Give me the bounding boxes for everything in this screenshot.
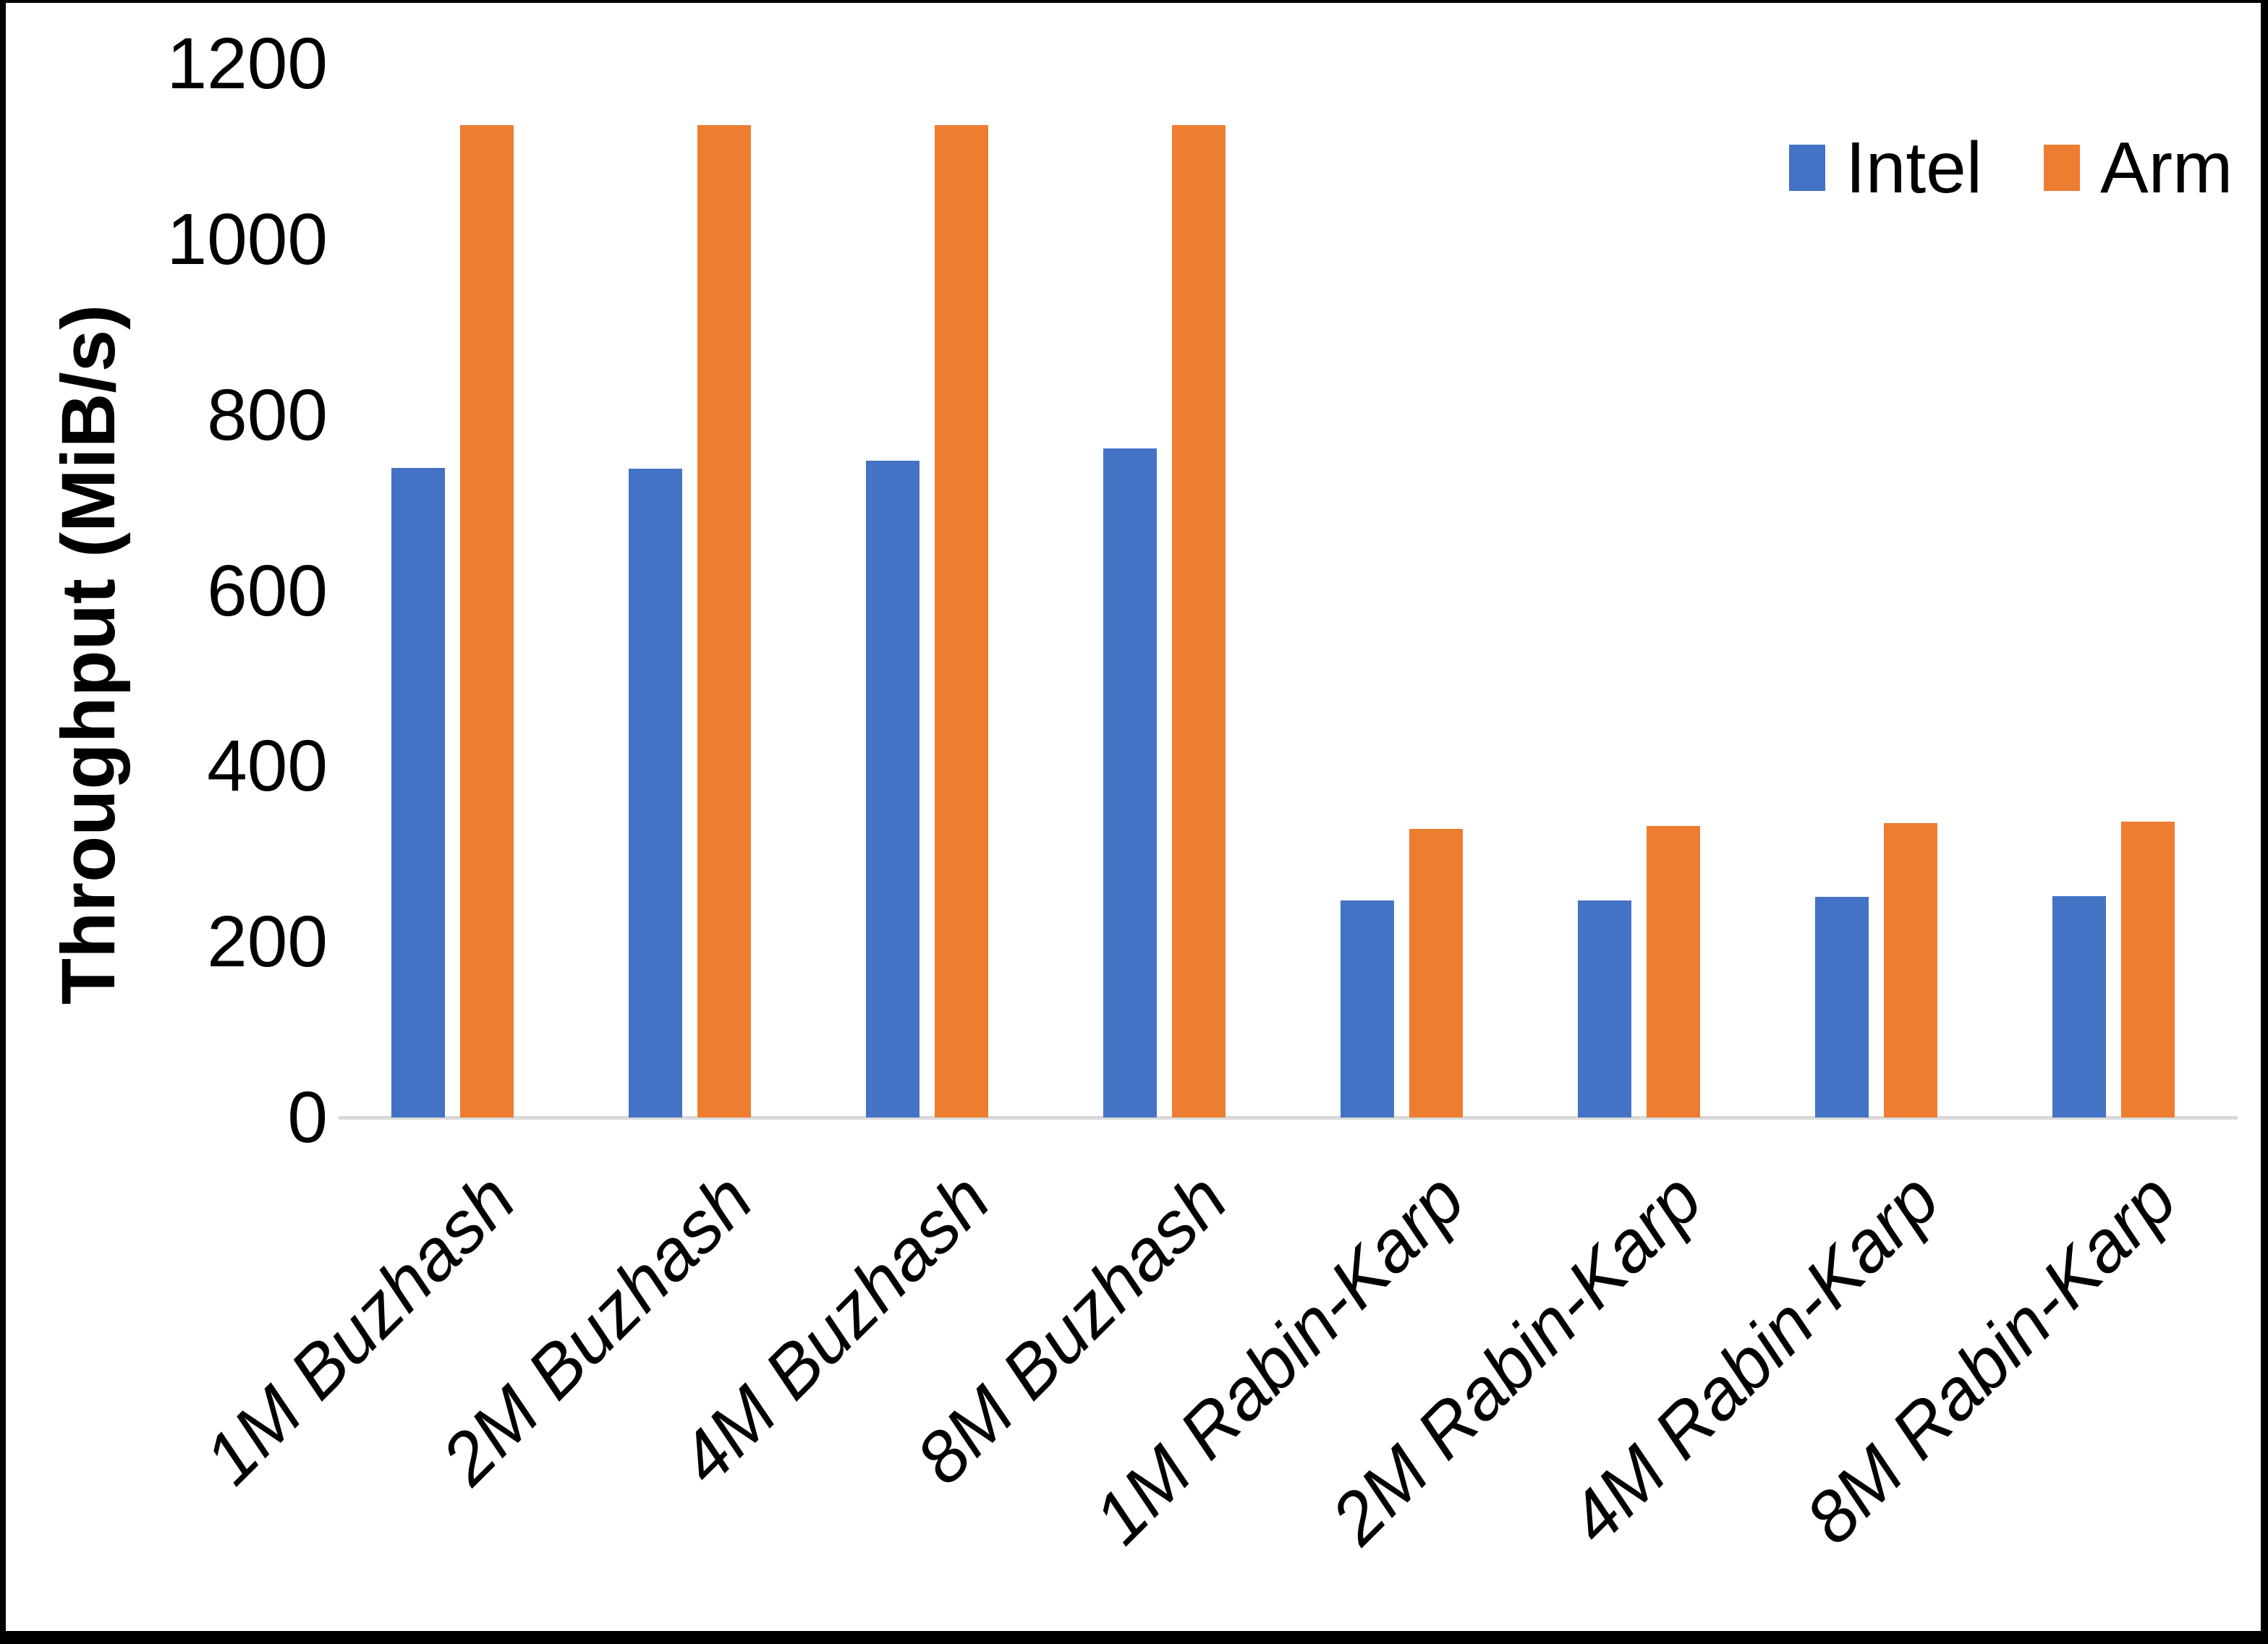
- y-tick-label-1000: 1000: [166, 198, 328, 280]
- bar-intel-1m-buzhash: [391, 467, 445, 1117]
- bar-arm-1m-buzhash: [460, 124, 514, 1117]
- x-category-label-4m-buzhash: 4M Buzhash: [663, 1158, 1006, 1500]
- legend-item-intel: Intel: [1789, 132, 1982, 204]
- y-tick-label-800: 800: [207, 374, 328, 456]
- bar-arm-4m-buzhash: [935, 124, 988, 1117]
- legend-label-intel: Intel: [1846, 127, 1983, 208]
- bar-intel-8m-rabin-karp: [2052, 896, 2106, 1117]
- x-category-label-1m-buzhash: 1M Buzhash: [189, 1158, 531, 1500]
- legend-swatch-arm: [2044, 145, 2081, 191]
- bar-intel-4m-rabin-karp: [1815, 897, 1869, 1117]
- x-category-label-4m-rabin-karp: 4M Rabin-Karp: [1553, 1158, 1955, 1560]
- bar-arm-4m-rabin-karp: [1884, 823, 1937, 1117]
- bar-intel-2m-rabin-karp: [1578, 900, 1631, 1117]
- bar-arm-2m-rabin-karp: [1647, 825, 1700, 1117]
- y-tick-label-0: 0: [287, 1077, 328, 1158]
- legend-swatch-intel: [1789, 145, 1825, 191]
- bar-intel-4m-buzhash: [866, 460, 919, 1117]
- y-tick-label-400: 400: [207, 725, 328, 807]
- bar-arm-8m-rabin-karp: [2121, 821, 2175, 1117]
- bar-intel-2m-buzhash: [629, 468, 682, 1117]
- x-category-label-2m-rabin-karp: 2M Rabin-Karp: [1315, 1158, 1717, 1560]
- legend-label-arm: Arm: [2100, 127, 2233, 208]
- legend: Intel Arm: [1789, 132, 2233, 204]
- x-category-label-8m-buzhash: 8M Buzhash: [901, 1158, 1243, 1500]
- x-category-label-8m-rabin-karp: 8M Rabin-Karp: [1790, 1158, 2192, 1560]
- bar-arm-2m-buzhash: [697, 124, 751, 1117]
- y-tick-label-1200: 1200: [166, 23, 328, 104]
- bar-intel-1m-rabin-karp: [1341, 900, 1394, 1117]
- bar-arm-8m-buzhash: [1172, 124, 1226, 1117]
- x-category-label-1m-rabin-karp: 1M Rabin-Karp: [1078, 1158, 1480, 1560]
- x-category-label-2m-buzhash: 2M Buzhash: [426, 1158, 768, 1500]
- x-axis-line: [339, 1116, 2238, 1120]
- y-tick-label-200: 200: [207, 901, 328, 983]
- legend-item-arm: Arm: [2044, 132, 2233, 204]
- y-tick-label-600: 600: [207, 550, 328, 631]
- bar-arm-1m-rabin-karp: [1409, 828, 1463, 1117]
- bar-intel-8m-buzhash: [1103, 448, 1157, 1117]
